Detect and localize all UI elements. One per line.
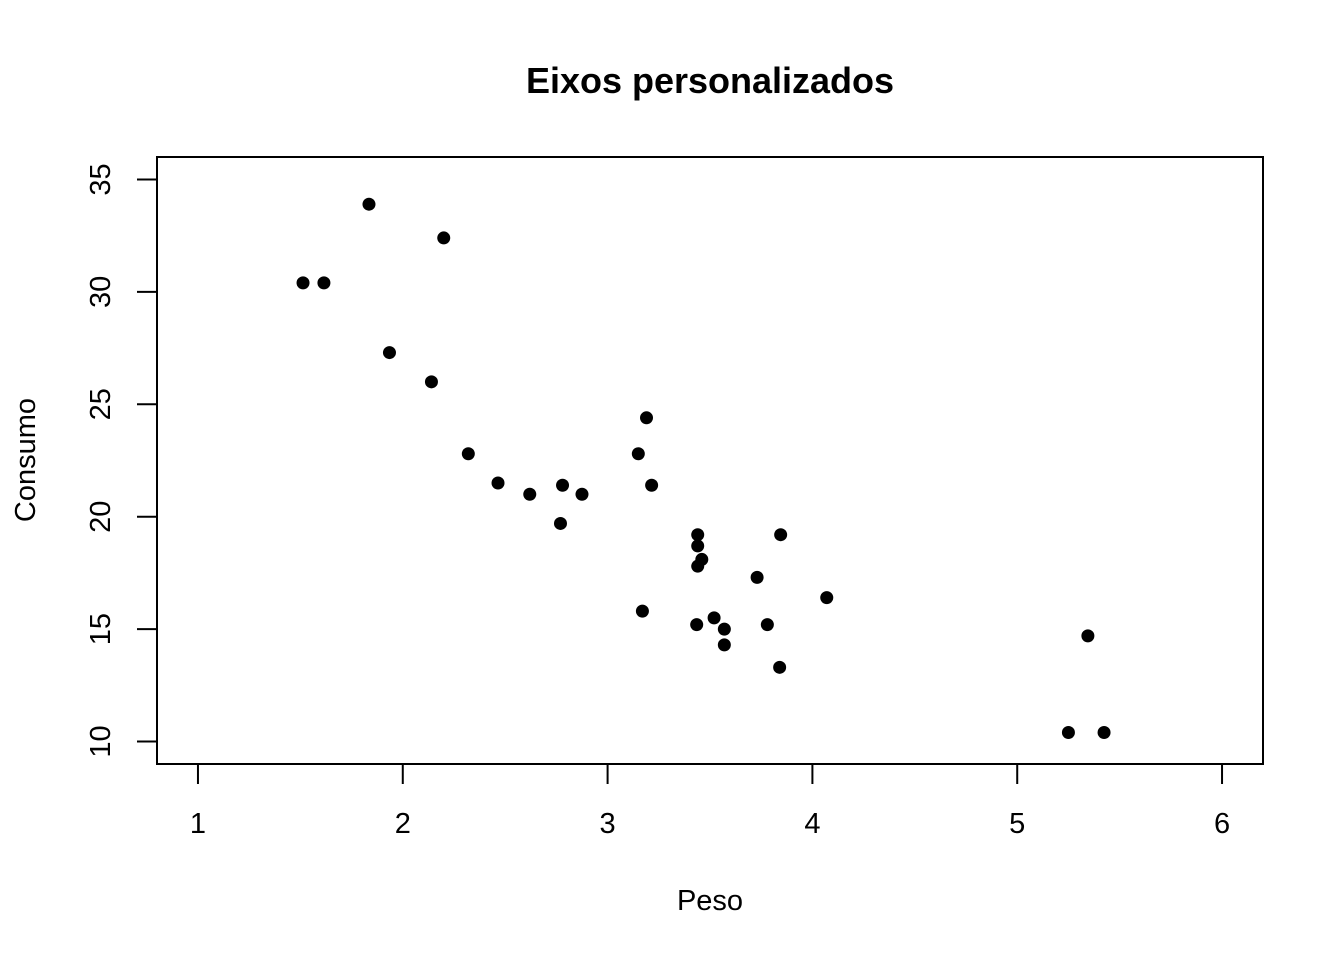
data-point (773, 660, 787, 674)
data-point (1061, 726, 1075, 740)
data-point (575, 487, 589, 501)
x-tick-label: 2 (395, 808, 411, 840)
x-axis-ticks: 1 2 3 4 5 6 (190, 764, 1230, 840)
data-point (717, 638, 731, 652)
chart-title: Eixos personalizados (526, 60, 894, 101)
data-points (296, 197, 1111, 740)
x-tick-label: 5 (1009, 808, 1025, 840)
data-point (717, 622, 731, 636)
y-axis-ticks: 10 15 20 25 30 35 (85, 163, 157, 758)
data-point (750, 570, 764, 584)
x-tick-label: 1 (190, 808, 206, 840)
data-point (1097, 726, 1111, 740)
data-point (424, 375, 438, 389)
data-point (635, 604, 649, 618)
data-point (553, 516, 567, 530)
data-point (691, 559, 705, 573)
data-point (362, 197, 376, 211)
y-tick-label: 15 (85, 613, 117, 645)
data-point (523, 487, 537, 501)
data-point (707, 611, 721, 625)
x-tick-label: 4 (804, 808, 820, 840)
y-tick-label: 25 (85, 388, 117, 420)
x-tick-label: 6 (1214, 808, 1230, 840)
plot-frame (156, 156, 1264, 765)
data-point (774, 528, 788, 542)
y-tick-label: 35 (85, 163, 117, 195)
y-tick-label: 10 (85, 725, 117, 757)
data-point (640, 411, 654, 425)
x-axis-label: Peso (677, 885, 743, 917)
data-point (1081, 629, 1095, 643)
data-point (691, 539, 705, 553)
data-point (461, 447, 475, 461)
data-point (296, 276, 310, 290)
data-point (556, 478, 570, 492)
data-point (631, 447, 645, 461)
x-tick-label: 3 (600, 808, 616, 840)
data-point (317, 276, 331, 290)
data-point (645, 478, 659, 492)
data-point (820, 591, 834, 605)
data-point (491, 476, 505, 490)
data-point (690, 618, 704, 632)
data-point (691, 528, 705, 542)
data-point (760, 618, 774, 632)
data-point (437, 231, 451, 245)
data-point (382, 346, 396, 360)
y-axis-label: Consumo (10, 398, 42, 522)
y-tick-label: 20 (85, 501, 117, 533)
y-tick-label: 30 (85, 276, 117, 308)
